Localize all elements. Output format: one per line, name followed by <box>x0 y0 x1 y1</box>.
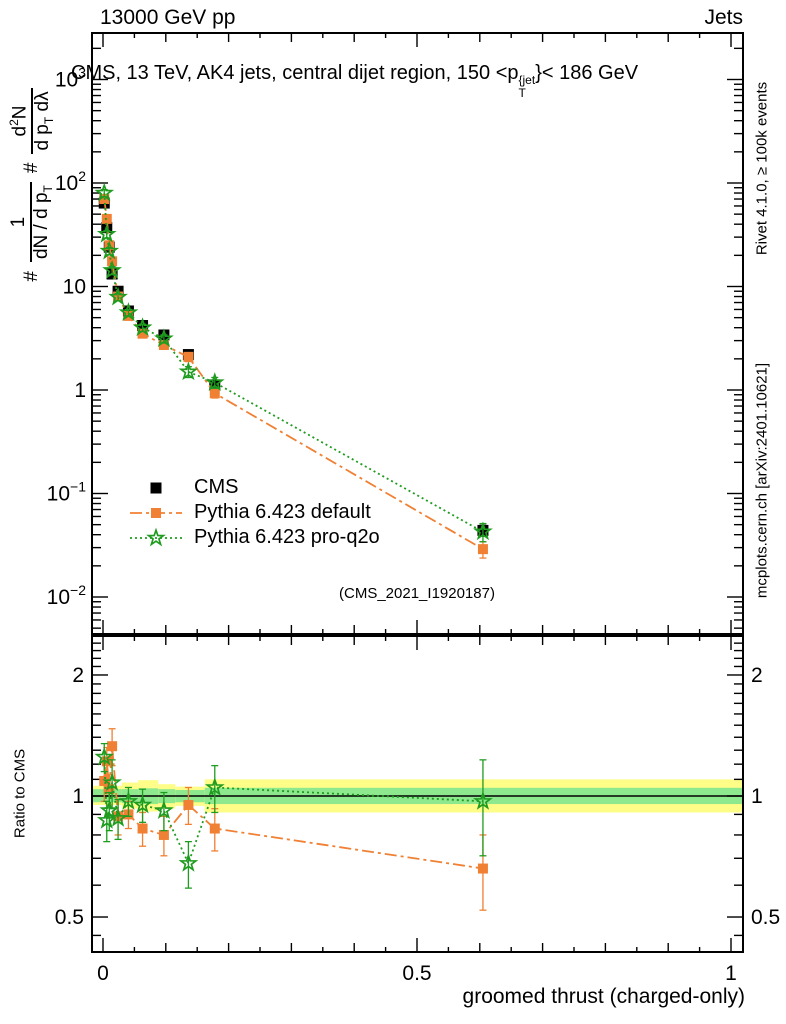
ylabel-f1-denominator: dN / d pT <box>30 182 55 262</box>
ylabel-hash-2: # <box>21 162 42 174</box>
ylabel-f2-denominator: d pT dλ <box>32 88 56 153</box>
legend-sample-pythia-proq2o <box>130 527 182 546</box>
ratio-y-axis-label: Ratio to CMS <box>11 748 29 839</box>
svg-text:102: 102 <box>55 168 86 195</box>
ylabel-f1-den-sub: T <box>40 185 55 193</box>
panel-title: CMS, 13 TeV, AK4 jets, central dijet reg… <box>71 62 638 99</box>
svg-text:0.5: 0.5 <box>402 962 431 985</box>
svg-text:2: 2 <box>72 664 84 687</box>
ylabel-f2-num-d: d <box>9 125 31 137</box>
ylabel-fraction-1: 1 dN / d pT <box>8 182 55 263</box>
ylabel-f2-den-sub: T <box>41 116 56 125</box>
svg-text:10: 10 <box>63 276 86 299</box>
svg-text:1: 1 <box>72 785 84 808</box>
legend-label-pythia-default: Pythia 6.423 default <box>194 501 371 523</box>
ylabel-f2-num-n: N <box>9 105 31 120</box>
main-y-axis-label: # 1 dN / d pT # d2N d pT dλ <box>5 15 59 355</box>
legend-row-pythia-proq2o: Pythia 6.423 pro-q2o <box>128 525 380 550</box>
header-beam-energy: 13000 GeV pp <box>100 6 236 29</box>
legend-row-cms: CMS <box>128 475 380 500</box>
ylabel-f1-numerator: 1 <box>8 182 32 263</box>
ylabel-fraction-2: d2N d pT dλ <box>7 88 56 154</box>
svg-text:2: 2 <box>751 664 763 687</box>
panel-title-sup: {jet <box>518 73 536 87</box>
header-analysis-group: Jets <box>704 6 743 29</box>
legend-row-pythia-default: Pythia 6.423 default <box>128 500 380 525</box>
svg-text:0: 0 <box>97 962 109 985</box>
legend: CMS Pythia 6.423 default Pythia 6.423 pr… <box>128 475 380 550</box>
panel-title-supsub: {jet T <box>519 74 536 99</box>
svg-text:0.5: 0.5 <box>55 906 84 929</box>
ylabel-f2-num-sup: 2 <box>7 119 22 126</box>
ylabel-f2-den-tail: dλ <box>32 91 54 117</box>
legend-sample-pythia-default <box>130 507 182 518</box>
svg-text:0.5: 0.5 <box>751 906 780 929</box>
ylabel-f2-den-text: d p <box>32 124 54 151</box>
x-axis-title: groomed thrust (charged-only) <box>462 985 745 1008</box>
panel-title-sub: T <box>518 85 526 100</box>
panel-title-prefix: CMS, 13 TeV, AK4 jets, central dijet reg… <box>71 62 519 84</box>
legend-label-cms: CMS <box>194 476 239 498</box>
svg-text:1: 1 <box>725 962 737 985</box>
ylabel-f2-numerator: d2N <box>7 88 34 154</box>
sidenote-mcplots-arxiv: mcplots.cern.ch [arXiv:2401.10621] <box>753 362 771 599</box>
ylabel-f1-den-text: dN / d p <box>30 192 52 260</box>
legend-label-pythia-proq2o: Pythia 6.423 pro-q2o <box>194 526 380 548</box>
sidenote-rivet-version: Rivet 4.1.0, ≥ 100k events <box>753 81 771 256</box>
legend-sample-cms <box>150 482 162 493</box>
svg-text:10−2: 10−2 <box>47 582 87 609</box>
svg-text:1: 1 <box>751 785 763 808</box>
svg-text:10−1: 10−1 <box>47 479 87 506</box>
svg-text:1: 1 <box>74 379 86 402</box>
watermark-analysis-id: (CMS_2021_I1920187) <box>339 585 495 602</box>
ylabel-hash-1: # <box>21 271 42 282</box>
panel-title-suffix: }< 186 GeV <box>535 62 639 84</box>
